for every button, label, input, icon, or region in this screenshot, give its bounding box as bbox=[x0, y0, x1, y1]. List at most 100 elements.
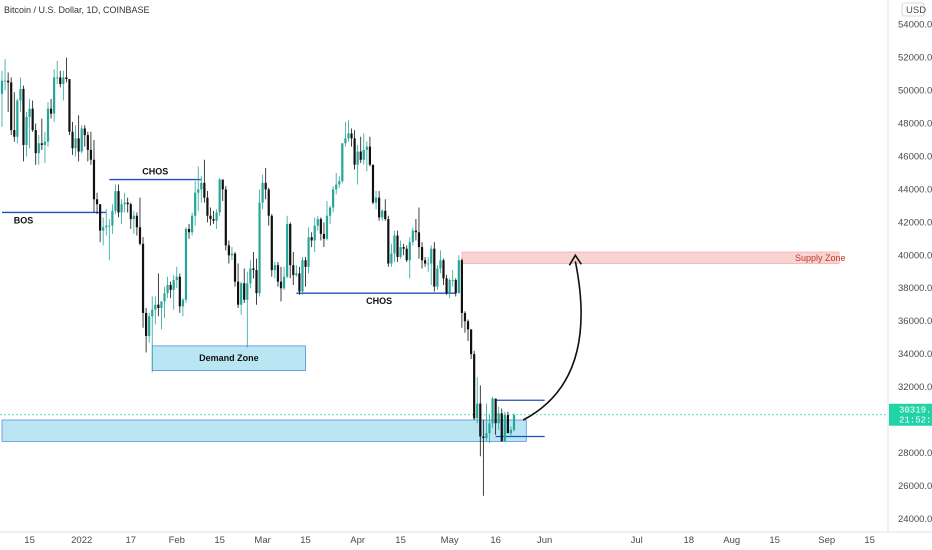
candle-2021-12-31[interactable] bbox=[77, 115, 80, 162]
candle-2022-05-19[interactable] bbox=[503, 411, 506, 442]
candle-2022-03-12[interactable] bbox=[295, 265, 298, 277]
candle-2022-04-11[interactable] bbox=[387, 215, 390, 267]
candle-2022-01-21[interactable] bbox=[141, 237, 145, 328]
candle-2022-01-17[interactable] bbox=[129, 202, 132, 229]
candle-2021-12-24[interactable] bbox=[56, 60, 59, 84]
candle-2022-03-20[interactable] bbox=[319, 217, 322, 241]
candle-2022-05-09[interactable] bbox=[473, 350, 476, 420]
candle-2022-02-18[interactable] bbox=[227, 240, 230, 264]
candle-2022-01-08[interactable] bbox=[102, 217, 105, 246]
candle-2022-02-22[interactable] bbox=[240, 281, 243, 315]
candle-2022-04-10[interactable] bbox=[384, 199, 387, 221]
candle-2022-03-25[interactable] bbox=[335, 172, 338, 195]
candle-2022-03-21[interactable] bbox=[322, 222, 326, 248]
candle-2022-01-18[interactable] bbox=[132, 210, 135, 234]
candle-2022-01-07[interactable] bbox=[99, 204, 102, 243]
candle-2022-04-25[interactable] bbox=[430, 245, 433, 285]
zone-box-2[interactable] bbox=[1, 419, 527, 442]
candle-2021-12-20[interactable] bbox=[43, 131, 47, 164]
candle-2022-03-02[interactable] bbox=[264, 168, 267, 200]
candle-2022-05-07[interactable] bbox=[466, 319, 470, 341]
currency-badge[interactable]: USD bbox=[901, 2, 926, 17]
candle-2022-03-19[interactable] bbox=[316, 215, 319, 231]
candle-2022-03-18[interactable] bbox=[313, 217, 316, 252]
candle-2022-04-01[interactable] bbox=[356, 144, 359, 185]
candle-2021-12-13[interactable] bbox=[22, 85, 25, 162]
candle-2022-04-05[interactable] bbox=[368, 136, 372, 167]
candle-2021-12-08[interactable] bbox=[7, 72, 10, 112]
candle-2022-03-24[interactable] bbox=[332, 186, 335, 213]
candle-2022-03-05[interactable] bbox=[273, 261, 276, 279]
candle-2022-01-19[interactable] bbox=[135, 212, 139, 236]
candle-2022-03-26[interactable] bbox=[338, 176, 341, 188]
candle-2022-03-10[interactable] bbox=[289, 222, 292, 279]
candle-2022-01-09[interactable] bbox=[105, 209, 108, 236]
candle-2022-01-23[interactable] bbox=[148, 312, 151, 343]
candle-2022-05-21[interactable] bbox=[509, 426, 513, 437]
candle-2022-04-07[interactable] bbox=[374, 191, 378, 210]
candle-2021-12-10[interactable] bbox=[13, 92, 16, 142]
candle-2021-12-09[interactable] bbox=[10, 77, 13, 136]
candle-2022-05-12[interactable] bbox=[482, 420, 485, 496]
candle-2021-12-29[interactable] bbox=[71, 121, 74, 155]
candle-2022-04-08[interactable] bbox=[378, 191, 381, 221]
candle-2022-02-16[interactable] bbox=[221, 179, 224, 201]
candle-2022-01-25[interactable] bbox=[154, 296, 157, 325]
candle-2021-12-07[interactable] bbox=[3, 59, 7, 91]
candle-2022-02-20[interactable] bbox=[233, 252, 237, 287]
candle-2022-03-09[interactable] bbox=[286, 215, 289, 279]
candle-2022-02-28[interactable] bbox=[258, 189, 261, 297]
candle-2021-12-06[interactable] bbox=[0, 70, 4, 127]
candle-2022-02-01[interactable] bbox=[175, 266, 178, 289]
candle-2022-01-02[interactable] bbox=[83, 125, 86, 147]
candle-2022-03-23[interactable] bbox=[328, 205, 332, 224]
candle-2022-03-13[interactable] bbox=[298, 266, 301, 295]
candle-2022-05-15[interactable] bbox=[491, 396, 494, 429]
candle-2022-02-11[interactable] bbox=[206, 191, 209, 223]
time-axis[interactable]: 15 2022 17 Feb 15 Mar 15 Apr 15 May 16 Jun Jul 18 Aug 1… bbox=[24, 535, 875, 546]
candle-2022-04-17[interactable] bbox=[405, 245, 408, 262]
candle-2021-12-19[interactable] bbox=[40, 118, 43, 150]
candle-2022-01-11[interactable] bbox=[111, 204, 114, 234]
candle-2022-04-16[interactable] bbox=[402, 243, 405, 256]
candle-2022-01-24[interactable] bbox=[151, 296, 154, 373]
candle-2022-03-27[interactable] bbox=[341, 143, 344, 183]
candle-2021-12-27[interactable] bbox=[65, 57, 68, 83]
candle-2022-01-05[interactable] bbox=[92, 140, 96, 213]
candle-2022-01-13[interactable] bbox=[117, 184, 120, 218]
candle-2021-12-21[interactable] bbox=[46, 102, 50, 147]
candle-2022-02-10[interactable] bbox=[203, 159, 206, 203]
candle-2022-03-16[interactable] bbox=[307, 227, 310, 274]
candle-2022-04-29[interactable] bbox=[442, 258, 445, 285]
zone-box-1[interactable] bbox=[461, 251, 840, 264]
candle-2022-04-12[interactable] bbox=[390, 243, 393, 267]
candle-2022-05-11[interactable] bbox=[479, 385, 482, 457]
candle-2022-04-13[interactable] bbox=[393, 230, 396, 262]
candle-2022-04-26[interactable] bbox=[433, 242, 436, 292]
candle-2021-12-16[interactable] bbox=[31, 100, 34, 132]
candle-2022-02-24[interactable] bbox=[246, 271, 249, 348]
candle-2022-03-01[interactable] bbox=[261, 174, 264, 210]
candle-2021-12-22[interactable] bbox=[49, 98, 53, 119]
candle-2022-01-31[interactable] bbox=[172, 275, 175, 310]
candle-2021-12-25[interactable] bbox=[59, 70, 62, 88]
candle-2022-03-17[interactable] bbox=[310, 232, 313, 248]
candle-2022-01-10[interactable] bbox=[108, 219, 111, 261]
candle-2022-02-23[interactable] bbox=[243, 268, 246, 304]
candle-2022-03-22[interactable] bbox=[325, 200, 329, 241]
candle-2022-02-14[interactable] bbox=[215, 209, 218, 229]
candle-2022-03-28[interactable] bbox=[344, 121, 347, 147]
candle-2022-02-13[interactable] bbox=[212, 210, 215, 224]
candle-2022-01-12[interactable] bbox=[114, 184, 117, 215]
candle-2022-04-22[interactable] bbox=[420, 242, 424, 269]
candle-2022-05-06[interactable] bbox=[463, 311, 467, 333]
candle-2021-12-26[interactable] bbox=[62, 70, 65, 101]
candle-2022-04-24[interactable] bbox=[427, 256, 430, 272]
candle-2022-03-06[interactable] bbox=[276, 261, 280, 287]
candle-2021-12-11[interactable] bbox=[16, 98, 19, 144]
candle-2021-12-28[interactable] bbox=[68, 79, 71, 136]
candle-2022-04-20[interactable] bbox=[414, 219, 418, 241]
candle-2022-05-14[interactable] bbox=[488, 415, 491, 444]
candle-2022-01-16[interactable] bbox=[126, 197, 129, 213]
